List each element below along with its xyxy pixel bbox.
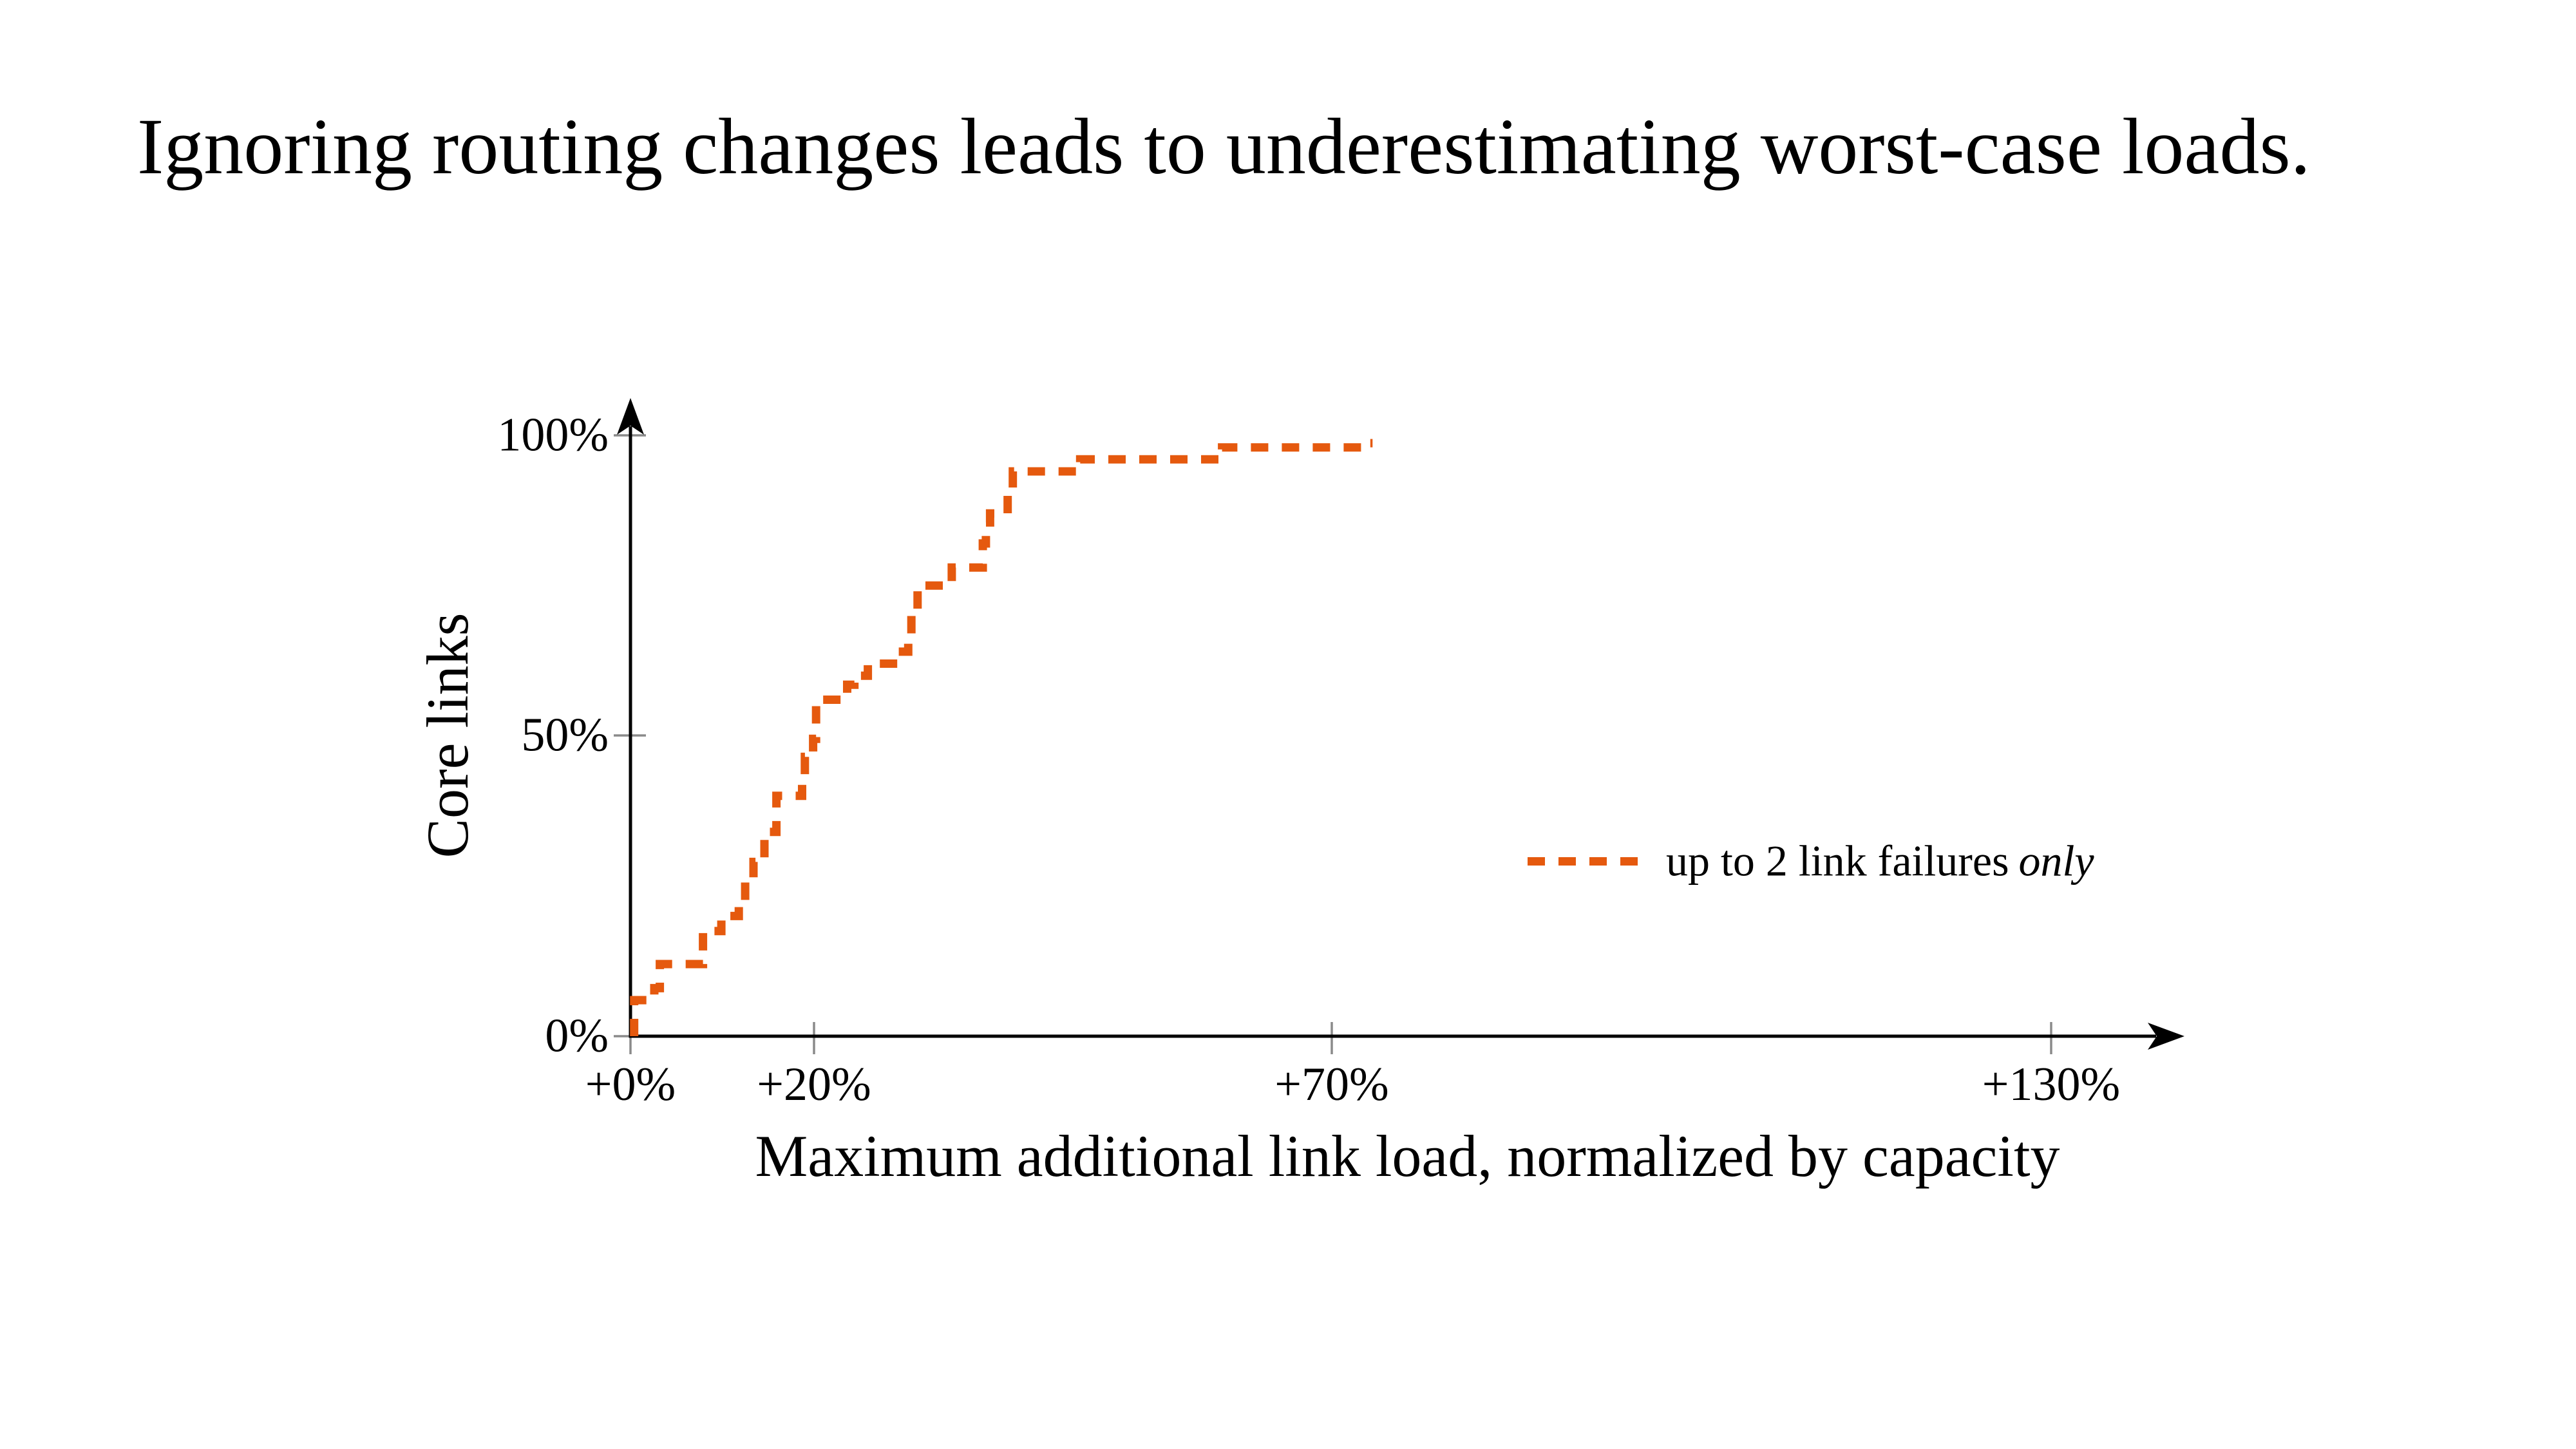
cdf-curve: [630, 439, 1373, 1036]
legend-label-prefix: up to 2 link failures: [1666, 836, 2009, 886]
slide-title: Ignoring routing changes leads to undere…: [137, 102, 2311, 191]
x-axis-title: Maximum additional link load, normalized…: [755, 1123, 2060, 1189]
x-axis-arrowhead: [2148, 1023, 2184, 1050]
axis-lines: [629, 426, 2156, 1038]
legend-dash-sample: [1528, 857, 1638, 866]
legend-label-italic: only: [2018, 836, 2094, 886]
x-tick-label: +70%: [1274, 1058, 1389, 1111]
y-axis-arrowhead: [617, 398, 644, 435]
x-tick-label: +20%: [757, 1058, 871, 1111]
y-tick-label: 0%: [545, 1009, 609, 1063]
y-tick-label: 50%: [521, 708, 609, 762]
legend-label: up to 2 link failures only: [1666, 836, 2094, 887]
y-tick-label: 100%: [497, 408, 609, 462]
x-tick-label: +130%: [1982, 1058, 2121, 1111]
legend: up to 2 link failures only: [1528, 836, 2094, 887]
y-axis-title: Core links: [415, 612, 480, 858]
x-tick-label: +0%: [585, 1058, 676, 1111]
